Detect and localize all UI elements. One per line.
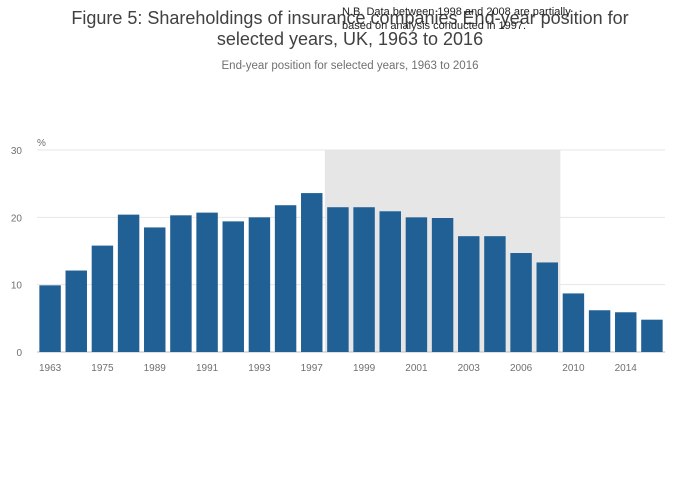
x-tick-label-1991: 1991 bbox=[196, 363, 219, 374]
annotation-line-1: N.B. Data between 1998 and 2008 are part… bbox=[342, 6, 571, 18]
bar-2001[interactable] bbox=[405, 217, 428, 352]
bar-1992[interactable] bbox=[222, 221, 244, 352]
bar-1981[interactable] bbox=[117, 214, 140, 352]
bar-1990[interactable] bbox=[170, 215, 192, 352]
y-axis-unit-label: % bbox=[37, 138, 46, 149]
x-tick-label-1989: 1989 bbox=[144, 363, 167, 374]
x-tick-label-1993: 1993 bbox=[248, 363, 271, 374]
y-tick-label-30: 30 bbox=[11, 146, 23, 157]
bar-1999[interactable] bbox=[353, 207, 375, 352]
bar-2003[interactable] bbox=[458, 236, 480, 352]
bar-2000[interactable] bbox=[379, 211, 401, 352]
bar-2002[interactable] bbox=[431, 218, 454, 352]
chart-title-line-2: selected years, UK, 1963 to 2016 bbox=[217, 29, 483, 49]
bar-1998[interactable] bbox=[327, 207, 349, 352]
x-tick-label-2010: 2010 bbox=[562, 363, 585, 374]
bar-1993[interactable] bbox=[248, 217, 271, 352]
bar-2010[interactable] bbox=[562, 293, 585, 352]
annotation-line-2: based on analysis conducted in 1997. bbox=[342, 20, 526, 32]
gridlines bbox=[37, 149, 665, 353]
chart-subtitle: End-year position for selected years, 19… bbox=[222, 60, 479, 72]
y-axis-ticks: 0 10 20 30 bbox=[11, 146, 23, 359]
bar-1994[interactable] bbox=[274, 205, 297, 352]
x-tick-label-2003: 2003 bbox=[458, 363, 481, 374]
x-tick-label-1975: 1975 bbox=[91, 363, 114, 374]
y-tick-label-10: 10 bbox=[11, 281, 23, 292]
bar-2014[interactable] bbox=[615, 312, 637, 352]
bar-2006[interactable] bbox=[510, 253, 532, 352]
x-axis-ticks: 1963 1975 1989 1991 1993 1997 1999 2001 2003 2006… bbox=[39, 363, 637, 374]
y-tick-label-20: 20 bbox=[11, 213, 23, 224]
bars bbox=[39, 193, 663, 352]
bar-1989[interactable] bbox=[144, 227, 166, 352]
chart-title-line-1: Figure 5: Shareholdings of insurance com… bbox=[71, 8, 628, 28]
x-tick-label-1963: 1963 bbox=[39, 363, 62, 374]
x-tick-label-2014: 2014 bbox=[615, 363, 638, 374]
bar-2008[interactable] bbox=[536, 262, 558, 352]
bar-1991[interactable] bbox=[196, 212, 218, 352]
bar-1997[interactable] bbox=[301, 193, 323, 352]
bar-1975[interactable] bbox=[91, 245, 114, 352]
bar-1969[interactable] bbox=[65, 270, 87, 352]
plot-area: 0 10 20 30 1963 1975 1989 1991 1993 1997 1999 2001… bbox=[11, 146, 665, 374]
x-tick-label-1999: 1999 bbox=[353, 363, 376, 374]
bar-1963[interactable] bbox=[39, 285, 61, 352]
x-tick-label-1997: 1997 bbox=[301, 363, 324, 374]
bar-2004[interactable] bbox=[484, 236, 506, 352]
bar-2012[interactable] bbox=[588, 310, 611, 352]
y-tick-label-0: 0 bbox=[16, 348, 22, 359]
x-tick-label-2006: 2006 bbox=[510, 363, 533, 374]
x-tick-label-2001: 2001 bbox=[405, 363, 428, 374]
bar-2016[interactable] bbox=[641, 319, 663, 352]
